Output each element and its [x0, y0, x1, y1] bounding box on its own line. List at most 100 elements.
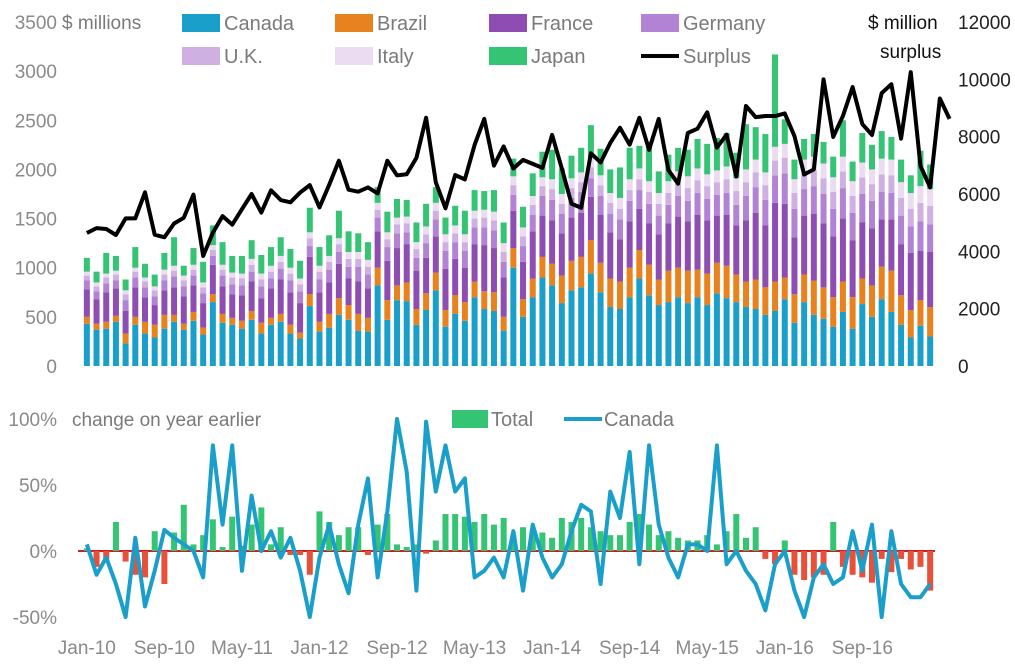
bar-segment-italy — [432, 202, 439, 211]
bar-segment-italy — [142, 277, 149, 282]
bar-segment-germany — [587, 178, 594, 197]
bar-segment-japan — [83, 257, 90, 272]
bar-segment-france — [345, 278, 352, 306]
total-change-bar — [752, 527, 759, 551]
bar-segment-uk — [423, 234, 430, 244]
bar-segment-uk — [907, 208, 914, 227]
bar-segment-canada — [810, 314, 817, 366]
bar-segment-uk — [636, 179, 643, 191]
bar-segment-uk — [568, 188, 575, 198]
bar-segment-france — [539, 215, 546, 257]
legend-label: U.K. — [224, 46, 263, 68]
bar-segment-italy — [151, 286, 158, 291]
bar-segment-germany — [646, 203, 653, 224]
bar-segment-france — [209, 264, 216, 295]
bar-segment-italy — [364, 259, 371, 267]
bar-segment-italy — [742, 169, 749, 183]
bar-segment-uk — [665, 193, 672, 205]
bar-segment-brazil — [171, 314, 178, 322]
bar-segment-japan — [481, 191, 488, 210]
bar-segment-brazil — [306, 294, 313, 307]
bar-segment-canada — [549, 285, 556, 366]
bar-segment-france — [704, 220, 711, 274]
bar-segment-germany — [374, 217, 381, 232]
bar-segment-brazil — [112, 315, 119, 322]
bar-segment-japan — [452, 205, 459, 226]
bar-segment-france — [830, 236, 837, 298]
bar-segment-canada — [607, 307, 614, 366]
bar-segment-japan — [151, 274, 158, 287]
bar-segment-uk — [859, 177, 866, 194]
bar-segment-canada — [316, 331, 323, 366]
bar-segment-uk — [345, 258, 352, 267]
bar-segment-uk — [83, 275, 90, 281]
bar-segment-uk — [394, 224, 401, 234]
x-tick-label: Jan-10 — [58, 638, 116, 659]
bar-segment-france — [694, 214, 701, 270]
bar-segment-uk — [723, 179, 730, 194]
bar-segment-uk — [374, 209, 381, 218]
bar-segment-brazil — [607, 278, 614, 308]
bar-segment-italy — [568, 178, 575, 189]
total-change-bar — [190, 544, 197, 551]
bar-segment-germany — [93, 291, 100, 300]
bar-segment-france — [200, 303, 207, 328]
bar-segment-uk — [868, 184, 875, 201]
bar-segment-italy — [849, 181, 856, 196]
bar-segment-france — [161, 290, 168, 315]
bar-segment-france — [403, 244, 410, 283]
bar-segment-canada — [132, 324, 139, 366]
bar-segment-brazil — [364, 317, 371, 332]
bar-segment-brazil — [878, 266, 885, 300]
bar-segment-germany — [229, 284, 236, 295]
bar-segment-brazil — [791, 294, 798, 323]
top-y2-tick: 12000 — [958, 13, 1011, 34]
bar-segment-uk — [520, 236, 527, 247]
bottom-y-tick: 0% — [30, 542, 58, 563]
bar-segment-japan — [723, 133, 730, 167]
bar-segment-japan — [103, 252, 110, 274]
x-tick-label: Sep-10 — [134, 638, 195, 659]
bar-segment-germany — [112, 280, 119, 289]
bar-segment-brazil — [762, 287, 769, 315]
bar-segment-brazil — [626, 267, 633, 298]
bar-segment-france — [578, 212, 585, 257]
bar-segment-italy — [316, 265, 323, 272]
bar-segment-uk — [500, 251, 507, 262]
total-change-bar — [791, 551, 798, 575]
bar-segment-france — [888, 219, 895, 271]
bar-segment-brazil — [694, 269, 701, 298]
bar-segment-france — [733, 225, 740, 275]
bar-segment-germany — [335, 251, 342, 264]
total-change-bar — [432, 540, 439, 551]
bar-segment-japan — [781, 119, 788, 144]
bar-segment-uk — [413, 249, 420, 258]
bar-segment-canada — [587, 273, 594, 366]
bar-segment-france — [481, 245, 488, 292]
bar-segment-italy — [374, 202, 381, 210]
bar-segment-japan — [238, 255, 245, 274]
bar-segment-japan — [112, 255, 119, 271]
total-change-bar — [326, 521, 333, 551]
bar-segment-germany — [258, 286, 265, 299]
legend-label: Germany — [683, 13, 765, 35]
bar-segment-japan — [471, 190, 478, 211]
bar-segment-germany — [161, 280, 168, 291]
bar-segment-italy — [229, 272, 236, 278]
bar-segment-brazil — [752, 279, 759, 309]
total-change-bar — [297, 551, 304, 555]
total-change-bar — [171, 532, 178, 551]
bar-segment-france — [103, 292, 110, 322]
bar-segment-france — [461, 267, 468, 303]
bar-segment-canada — [917, 325, 924, 366]
bar-segment-canada — [345, 319, 352, 366]
total-change-bar — [161, 551, 168, 584]
bar-segment-canada — [326, 327, 333, 366]
bar-segment-france — [335, 263, 342, 299]
bar-segment-germany — [781, 173, 788, 204]
bar-segment-canada — [297, 338, 304, 366]
bar-segment-canada — [646, 295, 653, 366]
bar-segment-uk — [878, 174, 885, 193]
bar-segment-italy — [791, 179, 798, 194]
bar-segment-canada — [93, 329, 100, 366]
